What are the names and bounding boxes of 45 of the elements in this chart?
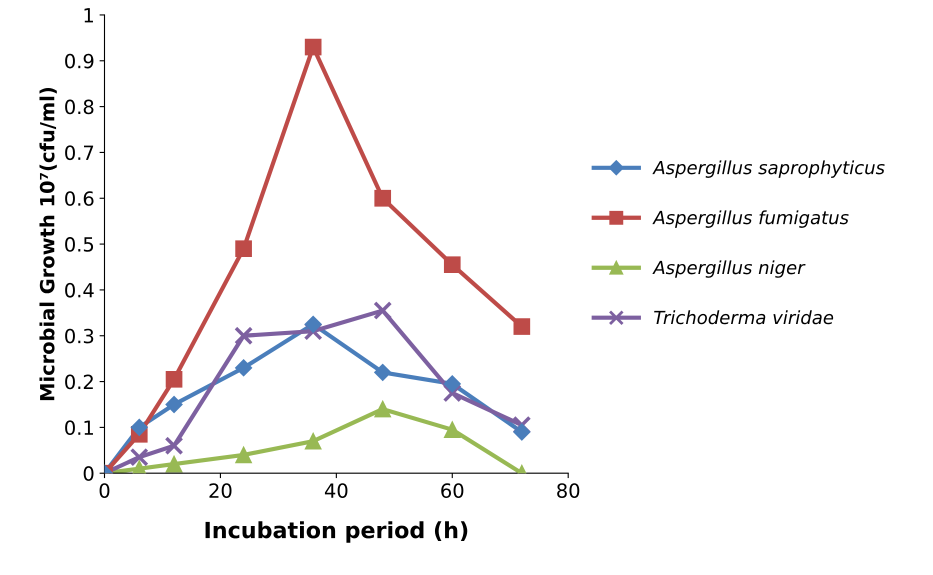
x-tick-label: 40 bbox=[324, 483, 348, 498]
y-tick-label: 0.1 bbox=[65, 420, 93, 436]
point bbox=[442, 384, 462, 402]
point bbox=[166, 456, 182, 472]
point bbox=[444, 421, 461, 438]
x-axis-title: Incubation period (h) bbox=[206, 521, 468, 543]
x-tick-label: 0 bbox=[100, 483, 110, 498]
y-tick-label: 0.4 bbox=[65, 282, 94, 298]
point bbox=[235, 446, 252, 464]
point bbox=[444, 375, 461, 392]
legend-label: Aspergillus saprophyticus bbox=[652, 160, 885, 178]
x-tick-label: 80 bbox=[557, 483, 580, 498]
y-tick-label: 1 bbox=[84, 8, 93, 22]
y-tick-label: 0.2 bbox=[65, 374, 93, 390]
x-tick-label: 60 bbox=[441, 483, 464, 498]
point bbox=[166, 370, 182, 388]
legend-label: Trichoderma viridae bbox=[654, 310, 834, 324]
point bbox=[374, 190, 392, 207]
point bbox=[304, 38, 322, 56]
point bbox=[304, 316, 322, 333]
y-tick-label: 0.5 bbox=[65, 237, 94, 252]
point bbox=[164, 436, 184, 456]
point bbox=[234, 326, 253, 346]
y-tick-label: 0.7 bbox=[65, 145, 94, 160]
point bbox=[374, 400, 392, 418]
point bbox=[374, 364, 392, 381]
y-tick-label: 0.3 bbox=[65, 328, 94, 344]
y-tick-label: 0.8 bbox=[65, 100, 94, 114]
point bbox=[444, 256, 461, 274]
point bbox=[235, 359, 252, 376]
legend-label: Aspergillus fumigatus bbox=[652, 210, 849, 228]
point bbox=[304, 432, 322, 450]
point bbox=[130, 448, 149, 467]
y-axis-title: Microbial Growth 10⁷(cfu/ml) bbox=[39, 88, 57, 400]
y-tick-label: 0 bbox=[84, 466, 94, 481]
point bbox=[373, 301, 392, 320]
point bbox=[235, 240, 252, 258]
point bbox=[166, 396, 183, 414]
y-tick-label: 0.6 bbox=[65, 191, 94, 206]
legend-label: Aspergillus niger bbox=[652, 260, 806, 278]
y-tick-label: 0.9 bbox=[65, 54, 94, 68]
point bbox=[130, 418, 148, 436]
point bbox=[513, 423, 530, 441]
point bbox=[513, 318, 530, 335]
x-tick-label: 20 bbox=[209, 483, 232, 498]
